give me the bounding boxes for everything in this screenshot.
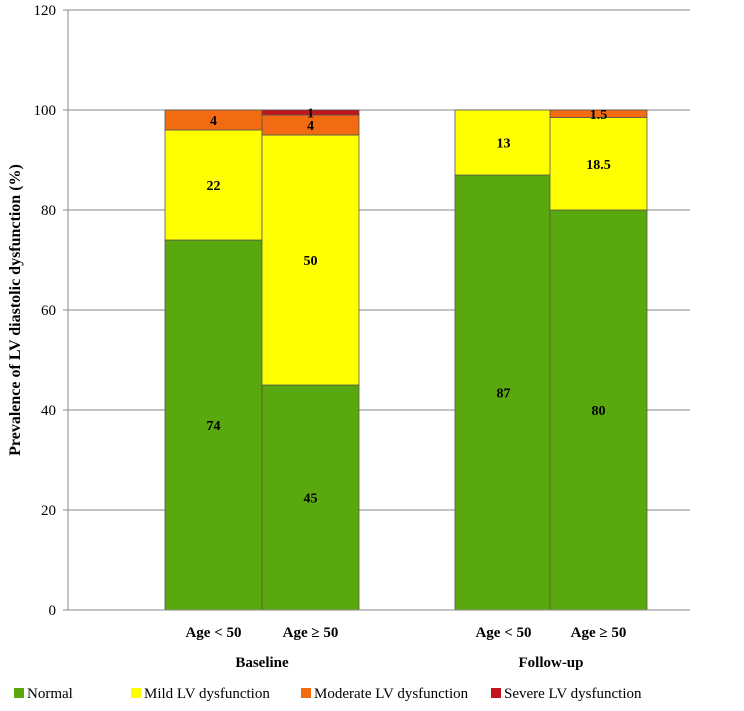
data-label: 4: [210, 114, 217, 129]
data-label: 1.5: [590, 108, 608, 123]
x-axis-labels: Age < 50 Age ≥ 50 Age < 50 Age ≥ 50 Baseline…: [185, 625, 626, 671]
y-tick-label: 100: [34, 103, 57, 119]
legend-label: Severe LV dysfunction: [504, 686, 642, 702]
data-label: 1: [307, 107, 314, 122]
category-label: Age ≥ 50: [571, 625, 627, 641]
group-label: Follow-up: [518, 655, 583, 671]
data-label: 87: [497, 387, 511, 402]
legend-label: Moderate LV dysfunction: [314, 686, 469, 702]
legend-swatch: [14, 688, 24, 698]
legend-swatch: [491, 688, 501, 698]
y-tick-label: 40: [41, 403, 56, 419]
legend-label: Mild LV dysfunction: [144, 686, 270, 702]
category-label: Age < 50: [185, 625, 241, 641]
data-label: 74: [207, 419, 221, 434]
data-label: 80: [592, 404, 606, 419]
bar-segment: [164, 239, 263, 611]
data-label: 18.5: [586, 158, 611, 173]
y-tick-label: 60: [41, 303, 56, 319]
bar-segment: [454, 174, 553, 611]
y-axis-ticks: 0 20 40 60 80 100 120: [34, 3, 68, 619]
legend-swatch: [301, 688, 311, 698]
bar-segment: [261, 109, 360, 116]
bar-segment: [549, 117, 648, 211]
category-label: Age < 50: [475, 625, 531, 641]
legend: Normal Mild LV dysfunction Moderate LV dys…: [14, 686, 642, 702]
bar-segment: [454, 109, 553, 176]
data-label: 50: [304, 254, 318, 269]
y-tick-label: 120: [34, 3, 57, 19]
legend-label: Normal: [27, 686, 73, 702]
category-label: Age ≥ 50: [283, 625, 339, 641]
group-label: Baseline: [235, 655, 289, 671]
data-label: 13: [497, 137, 511, 152]
data-label: 45: [304, 492, 318, 507]
y-tick-label: 80: [41, 203, 56, 219]
legend-swatch: [131, 688, 141, 698]
y-tick-label: 0: [49, 603, 57, 619]
bar-segment: [261, 384, 360, 611]
y-tick-label: 20: [41, 503, 56, 519]
bar-segment: [549, 109, 648, 118]
bars: [164, 109, 648, 611]
bar-segment: [164, 129, 263, 241]
data-label: 22: [207, 179, 221, 194]
data-label: 4: [307, 119, 314, 134]
y-axis-title: Prevalence of LV diastolic dysfunction (…: [7, 164, 24, 456]
axes: [67, 10, 690, 611]
bar-segment: [261, 134, 360, 386]
